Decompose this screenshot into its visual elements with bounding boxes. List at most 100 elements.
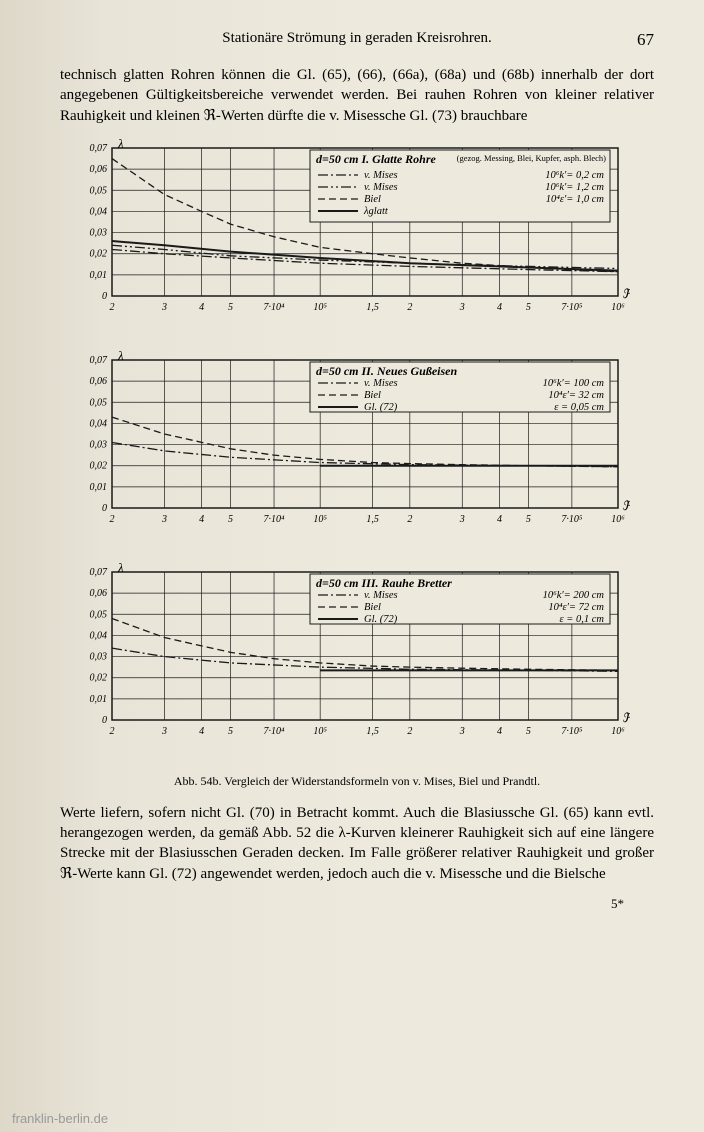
chart-svg: 0,070,060,050,040,030,020,010λ23457·10⁴1…	[70, 138, 630, 340]
paragraph-top: technisch glatten Rohren können die Gl. …	[60, 65, 654, 126]
y-tick-label: 0,05	[90, 185, 108, 196]
legend-label: v. Mises	[364, 182, 398, 193]
x-tick-label: 3	[459, 302, 465, 313]
x-tick-label: 4	[199, 726, 204, 737]
x-tick-label: 10⁶	[611, 514, 625, 525]
page-number: 67	[637, 30, 654, 50]
series-line	[112, 618, 618, 670]
x-tick-label: 7·10⁵	[561, 514, 583, 525]
x-axis-label: ℜ	[622, 710, 630, 725]
series-line	[112, 648, 618, 671]
x-tick-label: 2	[407, 514, 412, 525]
y-tick-label: 0	[102, 503, 107, 514]
y-tick-label: 0,01	[90, 270, 108, 281]
chart-title: d=50 cm II. Neues Gußeisen	[316, 364, 457, 378]
running-header: Stationäre Strömung in geraden Kreisrohr…	[60, 30, 654, 47]
y-tick-label: 0,03	[90, 651, 108, 662]
y-axis-label: λ	[117, 138, 124, 151]
legend-label: λglatt	[363, 206, 389, 217]
x-tick-label: 5	[228, 302, 233, 313]
series-line	[112, 417, 618, 467]
chart-svg: 0,070,060,050,040,030,020,010λ23457·10⁴1…	[70, 350, 630, 552]
x-tick-label: 2	[110, 302, 115, 313]
chart-3: 0,070,060,050,040,030,020,010λ23457·10⁴1…	[70, 562, 654, 764]
x-tick-label: 2	[110, 726, 115, 737]
y-tick-label: 0,06	[90, 588, 108, 599]
legend-label: Gl. (72)	[364, 402, 398, 413]
paragraph-bottom: Werte liefern, sofern nicht Gl. (70) in …	[60, 803, 654, 884]
legend-param: ε = 0,05 cm	[554, 402, 604, 413]
x-tick-label: 7·10⁴	[264, 726, 286, 737]
x-tick-label: 3	[161, 726, 167, 737]
series-line	[112, 442, 618, 466]
x-axis-label: ℜ	[622, 286, 630, 301]
chart-title: d=50 cm III. Rauhe Bretter	[316, 576, 452, 590]
x-tick-label: 5	[526, 514, 531, 525]
x-tick-label: 1,5	[366, 302, 379, 313]
watermark: franklin-berlin.de	[12, 1111, 108, 1126]
y-tick-label: 0	[102, 291, 107, 302]
y-tick-label: 0,02	[90, 672, 108, 683]
x-tick-label: 10⁶	[611, 302, 625, 313]
legend-label: v. Mises	[364, 590, 398, 601]
x-tick-label: 5	[526, 726, 531, 737]
x-tick-label: 5	[228, 514, 233, 525]
chart-svg: 0,070,060,050,040,030,020,010λ23457·10⁴1…	[70, 562, 630, 764]
legend-label: Biel	[364, 194, 381, 205]
x-tick-label: 3	[459, 514, 465, 525]
figure-caption: Abb. 54b. Vergleich der Widerstandsforme…	[60, 774, 654, 789]
chart-title: d=50 cm I. Glatte Rohre	[316, 152, 437, 166]
x-tick-label: 2	[110, 514, 115, 525]
chart-2: 0,070,060,050,040,030,020,010λ23457·10⁴1…	[70, 350, 654, 552]
x-tick-label: 5	[228, 726, 233, 737]
y-tick-label: 0,05	[90, 609, 108, 620]
legend-param: 10⁴ε′= 32 cm	[548, 390, 604, 401]
x-tick-label: 2	[407, 726, 412, 737]
x-tick-label: 3	[459, 726, 465, 737]
x-tick-label: 4	[199, 302, 204, 313]
x-tick-label: 7·10⁵	[561, 726, 583, 737]
x-tick-label: 1,5	[366, 726, 379, 737]
y-tick-label: 0,07	[90, 143, 109, 154]
y-tick-label: 0,01	[90, 694, 108, 705]
signature-marker: 5*	[60, 896, 654, 912]
x-tick-label: 7·10⁴	[264, 302, 286, 313]
legend-label: Gl. (72)	[364, 614, 398, 625]
y-tick-label: 0,04	[90, 206, 108, 217]
legend-param: 10⁶k′= 1,2 cm	[545, 182, 604, 193]
y-tick-label: 0,05	[90, 397, 108, 408]
y-tick-label: 0,03	[90, 439, 108, 450]
x-tick-label: 10⁵	[313, 726, 327, 737]
legend-label: Biel	[364, 390, 381, 401]
header-title: Stationäre Strömung in geraden Kreisrohr…	[222, 30, 492, 46]
x-tick-label: 4	[497, 726, 502, 737]
y-tick-label: 0,07	[90, 567, 109, 578]
y-tick-label: 0	[102, 715, 107, 726]
legend-param: 10⁶k′= 100 cm	[543, 378, 605, 389]
y-tick-label: 0,02	[90, 460, 108, 471]
legend-label: Biel	[364, 602, 381, 613]
x-tick-label: 1,5	[366, 514, 379, 525]
y-tick-label: 0,06	[90, 164, 108, 175]
x-tick-label: 10⁶	[611, 726, 625, 737]
x-tick-label: 7·10⁴	[264, 514, 286, 525]
legend-param: ε = 0,1 cm	[560, 614, 605, 625]
x-tick-label: 2	[407, 302, 412, 313]
legend-param: 10⁴ε′= 72 cm	[548, 602, 604, 613]
chart-1: 0,070,060,050,040,030,020,010λ23457·10⁴1…	[70, 138, 654, 340]
x-tick-label: 10⁵	[313, 514, 327, 525]
x-tick-label: 3	[161, 514, 167, 525]
x-tick-label: 3	[161, 302, 167, 313]
y-tick-label: 0,06	[90, 376, 108, 387]
y-tick-label: 0,03	[90, 227, 108, 238]
chart-subtitle: (gezog. Messing, Blei, Kupfer, asph. Ble…	[457, 153, 606, 163]
y-axis-label: λ	[117, 350, 124, 363]
x-tick-label: 4	[497, 514, 502, 525]
x-tick-label: 7·10⁵	[561, 302, 583, 313]
legend-label: v. Mises	[364, 170, 398, 181]
legend-label: v. Mises	[364, 378, 398, 389]
legend-param: 10⁶k′= 0,2 cm	[545, 170, 604, 181]
y-tick-label: 0,04	[90, 630, 108, 641]
legend-param: 10⁴ε′= 1,0 cm	[546, 194, 605, 205]
x-axis-label: ℜ	[622, 498, 630, 513]
